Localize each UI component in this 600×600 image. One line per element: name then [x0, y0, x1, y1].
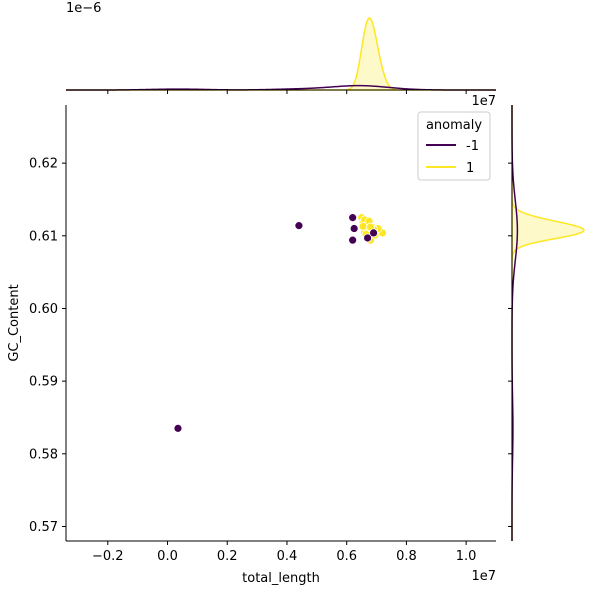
scatter-point-neg1 [349, 224, 359, 233]
y-tick-label: 0.59 [29, 375, 58, 390]
x-tick-label: 0.2 [217, 549, 238, 564]
y-tick-label: 0.58 [29, 447, 58, 462]
y-tick-label: 0.57 [29, 520, 58, 535]
x-axis-label: total_length [242, 571, 320, 586]
scatter-points [173, 213, 387, 433]
right-marginal-kde [508, 105, 585, 541]
scatter-point-neg1 [348, 213, 358, 223]
x-scale-label-top: 1e7 [471, 94, 496, 109]
top-kde-series-1 [66, 17, 496, 91]
top-kde-series-neg1 [66, 84, 496, 91]
scatter-point-neg1 [348, 235, 358, 245]
right-kde-series-neg1 [511, 105, 519, 541]
right-kde-series-1 [511, 105, 585, 541]
y-axis-label: GC_Content [7, 284, 22, 361]
x-scale-label: 1e7 [471, 569, 496, 584]
x-ticks: −0.2 0.0 0.2 0.4 0.6 0.8 1.0 [92, 541, 476, 564]
x-tick-label: −0.2 [92, 549, 124, 564]
x-tick-label: 0.6 [336, 549, 357, 564]
x-tick-label: 1.0 [456, 549, 477, 564]
legend: anomaly -1 1 [417, 111, 491, 181]
scatter-point-neg1 [369, 228, 378, 238]
scatter-point-neg1 [294, 221, 304, 231]
main-axes: −0.2 0.0 0.2 0.4 0.6 0.8 1.0 0.570.580.590.600… [7, 94, 496, 586]
y-tick-label: 0.62 [29, 157, 58, 172]
y-ticks: 0.57 0.58 0.59 0.60 0.61 0.62 [29, 157, 66, 535]
scatter-point-neg1 [363, 233, 372, 243]
scatter-point-neg1 [173, 423, 183, 433]
legend-label-neg1: -1 [466, 139, 479, 154]
top-marginal-scale-label: 1e−6 [66, 1, 101, 16]
legend-title: anomaly [426, 118, 482, 133]
x-tick-label: 0.0 [157, 549, 178, 564]
y-tick-label: 0.60 [29, 302, 58, 317]
top-marginal-kde: 1e−6 [66, 1, 496, 94]
x-tick-label: 0.8 [396, 549, 417, 564]
y-tick-label: 0.61 [29, 229, 58, 244]
x-tick-label: 0.4 [277, 549, 298, 564]
legend-label-1: 1 [466, 161, 474, 176]
